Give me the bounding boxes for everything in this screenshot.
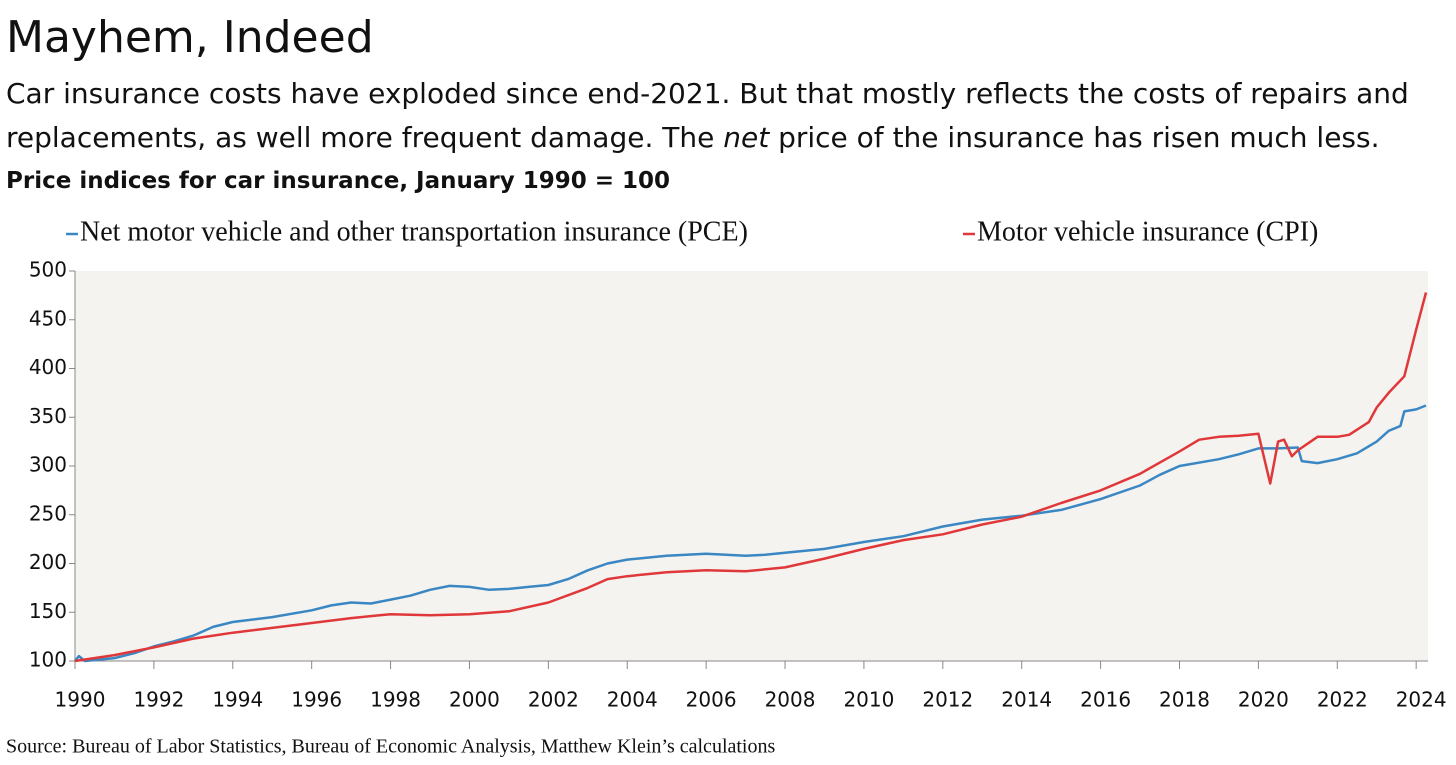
x-tick-label: 1990 xyxy=(55,688,106,712)
x-tick-label: 2022 xyxy=(1317,688,1368,712)
subtitle-text: Car insurance costs have exploded since … xyxy=(6,77,1409,154)
series-line xyxy=(74,404,1427,663)
x-tick-label: 2018 xyxy=(1159,688,1210,712)
y-tick-label: 500 xyxy=(29,258,67,282)
x-tick-label: 2024 xyxy=(1396,688,1447,712)
x-tick-label: 2020 xyxy=(1238,688,1289,712)
x-tick-label: 1996 xyxy=(291,688,342,712)
y-tick-label: 300 xyxy=(29,453,67,477)
series-line xyxy=(74,292,1428,663)
legend-label: Motor vehicle insurance (CPI) xyxy=(977,216,1318,247)
x-tick-label: 1994 xyxy=(212,688,263,712)
subtitle-text: price of the insurance has risen much le… xyxy=(769,121,1380,154)
chart-subtitle: Car insurance costs have exploded since … xyxy=(6,72,1446,160)
x-tick-label: 2016 xyxy=(1080,688,1131,712)
y-tick-label: 250 xyxy=(29,501,67,525)
x-tick-label: 2012 xyxy=(922,688,973,712)
y-tick-label: 100 xyxy=(29,648,67,672)
chart-heading: Price indices for car insurance, January… xyxy=(6,168,671,194)
y-tick-label: 150 xyxy=(29,599,67,623)
x-tick-label: 2014 xyxy=(1001,688,1052,712)
x-tick-label: 2004 xyxy=(607,688,658,712)
source: Source: Bureau of Labor Statistics, Bure… xyxy=(6,736,775,758)
x-tick-label: 2010 xyxy=(843,688,894,712)
x-tick-label: 2008 xyxy=(765,688,816,712)
y-tick-label: 450 xyxy=(29,306,67,330)
y-tick-label: 350 xyxy=(29,404,67,428)
x-tick-label: 1992 xyxy=(133,688,184,712)
chart-title: Mayhem, Indeed xyxy=(6,12,374,63)
x-tick-label: 2000 xyxy=(449,688,500,712)
x-tick-label: 2002 xyxy=(528,688,579,712)
legend-label: Net motor vehicle and other transportati… xyxy=(80,216,748,247)
y-tick-label: 200 xyxy=(29,550,67,574)
x-tick-label: 1998 xyxy=(370,688,421,712)
subtitle-emphasis: net xyxy=(723,121,770,154)
y-tick-label: 400 xyxy=(29,355,67,379)
plot-area xyxy=(75,271,1428,661)
x-tick-label: 2006 xyxy=(686,688,737,712)
